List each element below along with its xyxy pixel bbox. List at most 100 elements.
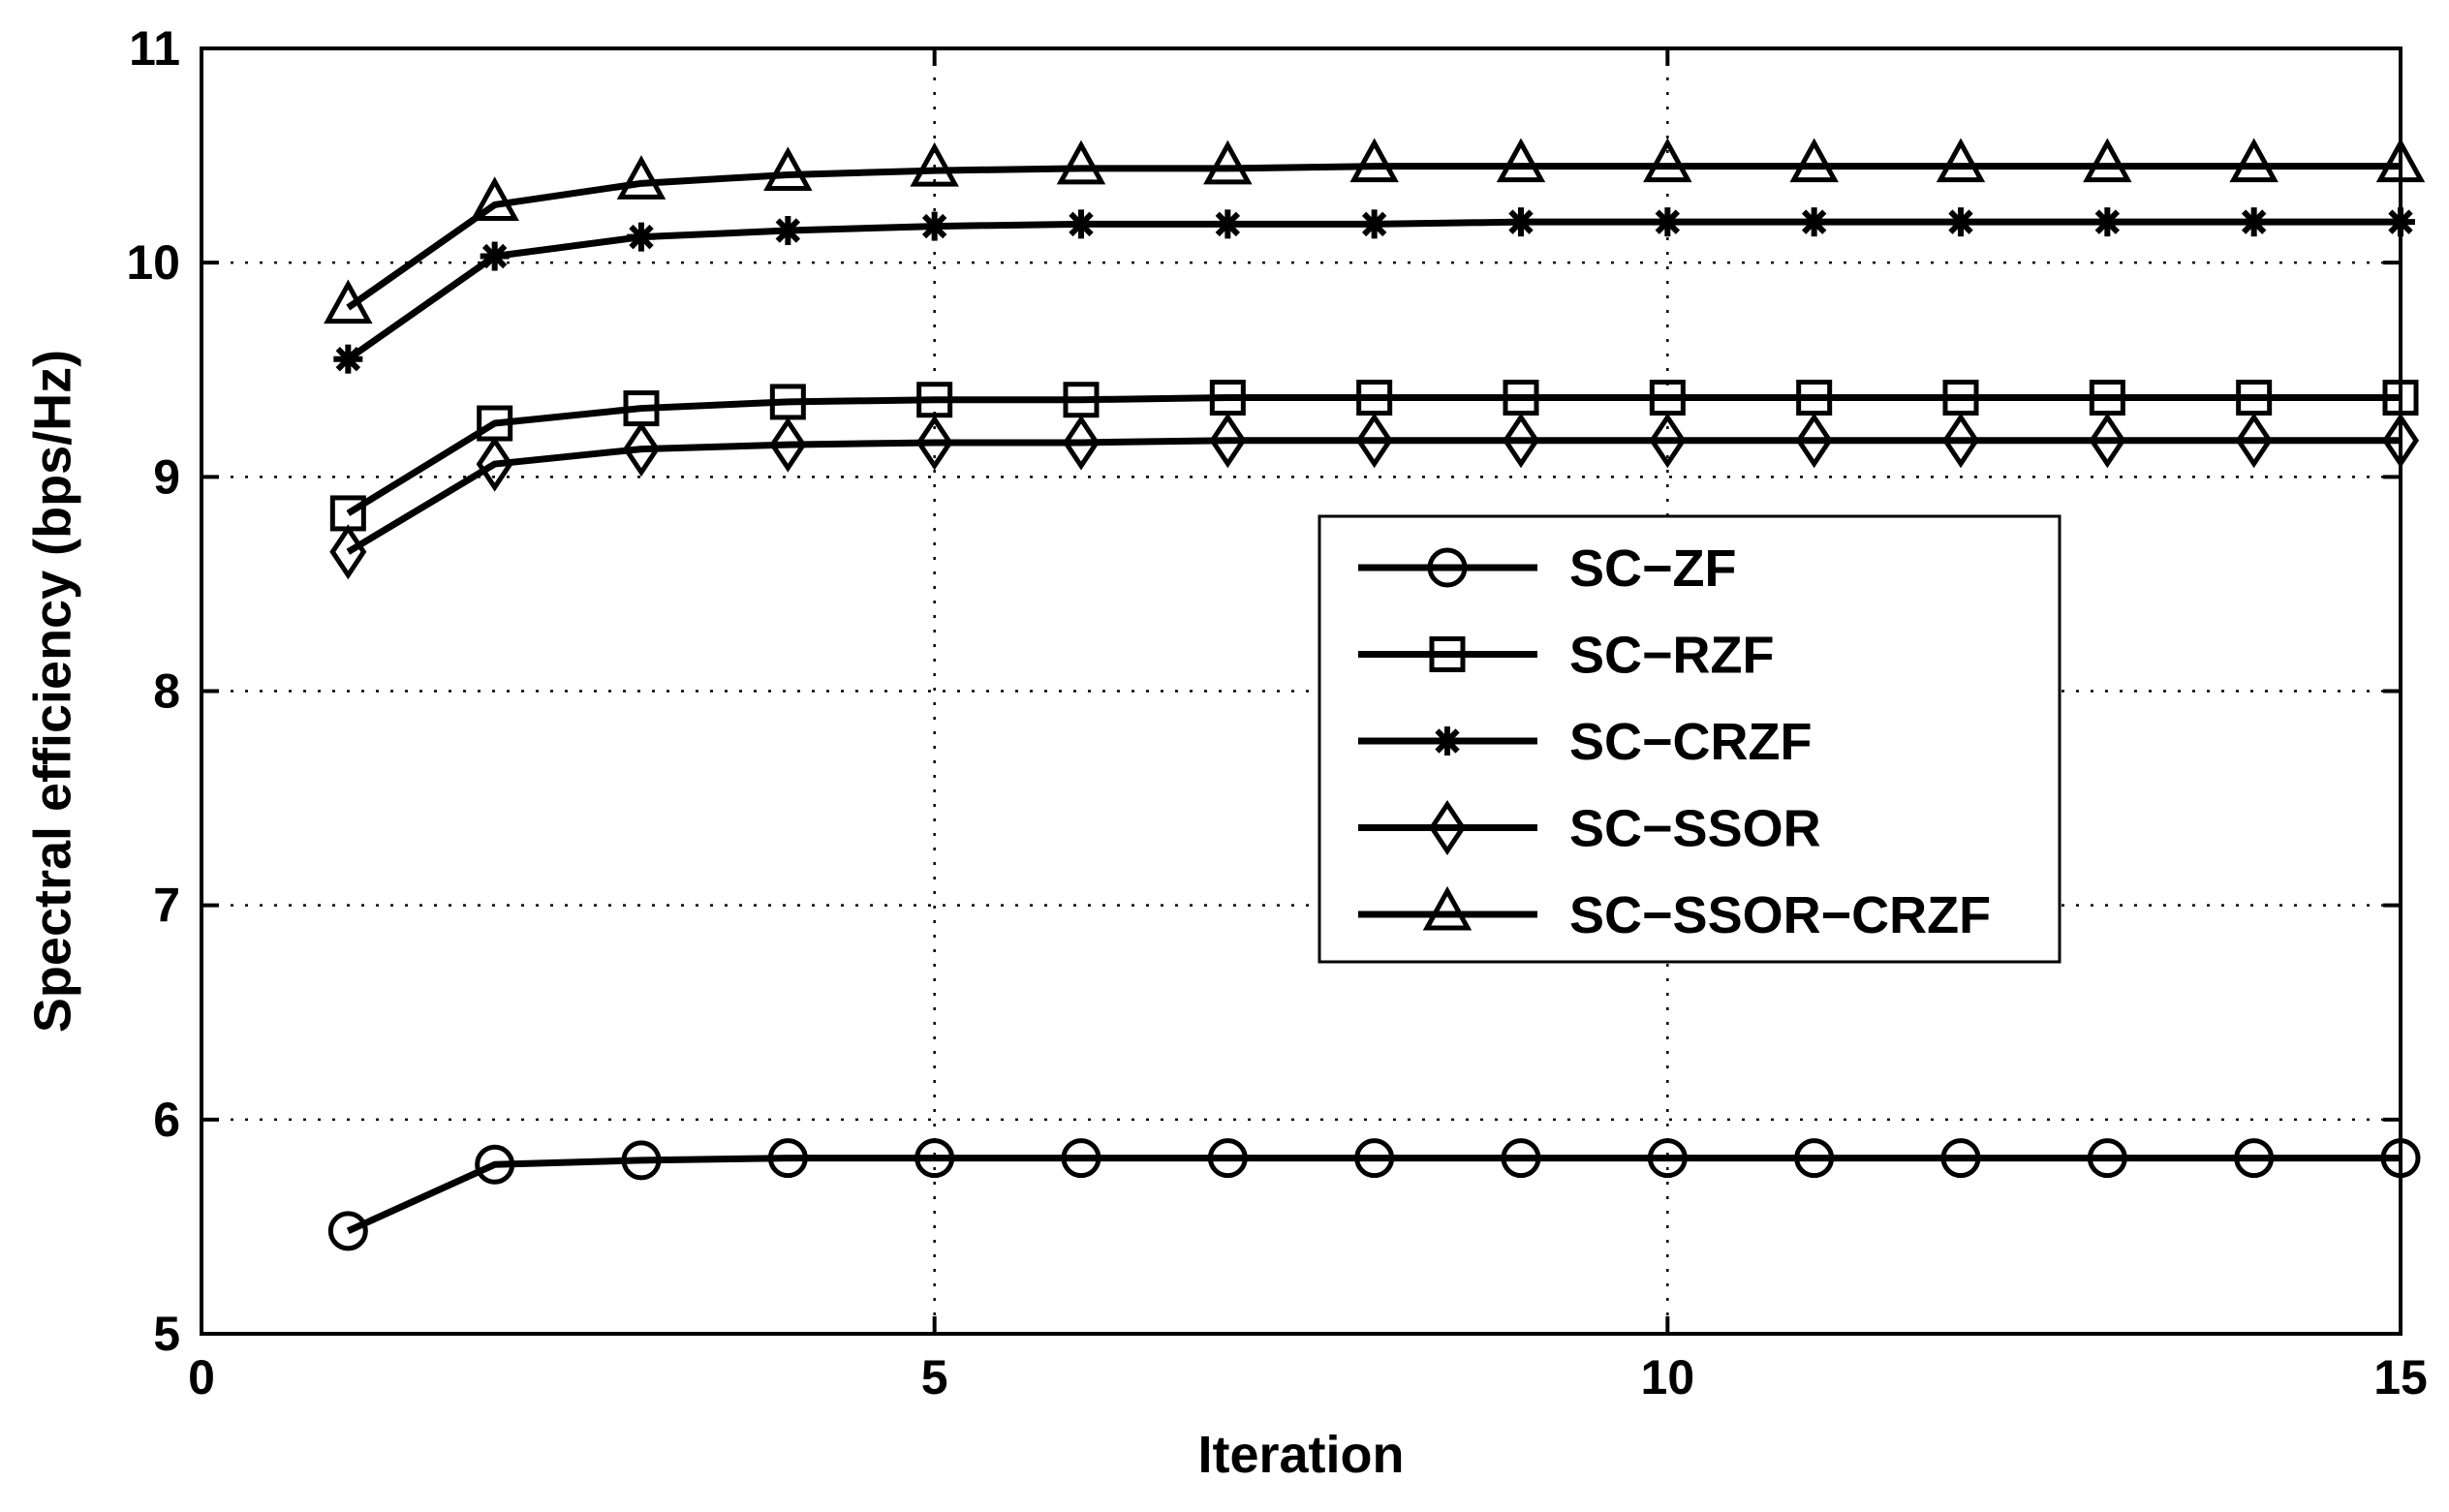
y-tick-label: 11 [129,21,180,76]
diamond-marker-shape [1209,413,1247,469]
x-axis-title: Iteration [1197,1426,1404,1484]
series-group [324,138,2426,1251]
data-point [327,1211,368,1251]
triangle-marker-shape [2083,138,2132,183]
diamond-marker-shape [1355,413,1393,469]
diamond-marker-shape [329,524,367,580]
data-point [1649,413,1687,469]
data-point [1355,413,1393,469]
y-tick-label: 8 [153,664,180,719]
legend-label: SC−CRZF [1569,713,1813,771]
triangle-marker-shape [1203,139,1253,185]
circle-marker-shape [1061,1138,1101,1179]
x-tick-label: 10 [1641,1350,1695,1404]
data-point [769,417,807,473]
diamond-marker-shape [1062,415,1100,471]
legend-marker [1433,726,1462,756]
data-point [910,141,959,187]
star-marker-stroke [2241,209,2267,234]
circle-marker-shape [914,1138,955,1179]
star-marker-stroke [2388,209,2413,234]
circle-marker-shape [1207,1138,1248,1179]
data-point [1349,138,1399,183]
data-point [1940,1138,1981,1179]
circle-marker-shape [1794,1138,1835,1179]
star-marker-stroke [921,213,947,239]
data-point [1941,413,1980,469]
legend-label: SC−ZF [1569,540,1737,598]
data-point [1643,138,1692,183]
data-point [2089,413,2126,469]
legend-marker [1429,636,1466,672]
data-point [1207,1138,1248,1179]
circle-marker-shape [475,1144,515,1185]
legend-item: SC−CRZF [1358,713,1813,771]
data-point [773,215,803,245]
triangle-marker-shape [2229,138,2278,183]
data-point [1203,139,1253,185]
star-marker-stroke [1655,209,1681,234]
data-point [2386,207,2415,237]
star-marker-stroke [2094,209,2121,234]
triangle-marker-shape [324,279,373,324]
star-marker-stroke [1361,211,1387,237]
data-point [627,222,656,252]
circle-marker-shape [621,1140,662,1181]
diamond-marker-shape [1502,413,1540,469]
series-line [346,394,2401,516]
diamond-marker-shape [1941,413,1980,469]
diamond-marker-shape [2235,413,2273,469]
data-point [1795,413,1833,469]
triangle-marker-shape [763,146,813,191]
legend: SC−ZF SC−RZF SC−CRZF SC−SSOR SC−SSOR−CRZF [1318,514,2062,964]
triangle-marker-shape [1056,139,1106,185]
y-tick-label: 5 [153,1307,180,1361]
data-point [1501,1138,1541,1179]
star-marker-stroke [481,243,508,269]
data-point [919,211,949,241]
data-point [2092,207,2123,237]
data-point [621,1140,662,1181]
star-marker-stroke [629,224,654,250]
diamond-marker-shape [2089,413,2126,469]
data-point [324,279,373,324]
legend-label: SC−RZF [1569,627,1775,685]
y-tick-label: 9 [153,449,180,504]
data-point [2380,1138,2421,1179]
y-tick-label: 6 [153,1093,180,1147]
data-point [1056,139,1106,185]
data-point [476,436,513,492]
circle-marker-shape [1354,1138,1395,1179]
star-marker-stroke [1435,728,1460,754]
data-point [1061,1138,1101,1179]
data-point [1794,1138,1835,1179]
star-marker-stroke [1069,211,1094,237]
diamond-marker-shape [1649,413,1687,469]
circle-marker-shape [2380,1138,2421,1179]
x-tick-label: 0 [188,1350,215,1404]
star-marker-stroke [775,218,801,243]
y-tick-label: 7 [153,879,180,933]
legend-marker [1422,885,1472,931]
circle-marker-shape [1427,547,1468,588]
series-line [346,163,2401,311]
legend-item: SC−RZF [1358,627,1775,685]
triangle-marker-shape [616,155,666,200]
series-line [346,437,2401,555]
series-diamond [329,413,2420,580]
data-point [1946,207,1975,237]
x-tick-label: 15 [2373,1350,2428,1404]
diamond-marker-shape [769,417,807,473]
data-point [470,176,519,221]
star-marker-stroke [335,346,361,372]
data-point [1506,207,1535,237]
data-point [2229,138,2278,183]
diamond-marker-shape [915,415,953,471]
data-point [622,421,661,478]
legend-label: SC−SSOR [1569,800,1821,858]
triangle-marker-shape [470,176,519,221]
series-triangle [324,138,2426,324]
diamond-marker-shape [1428,799,1467,856]
